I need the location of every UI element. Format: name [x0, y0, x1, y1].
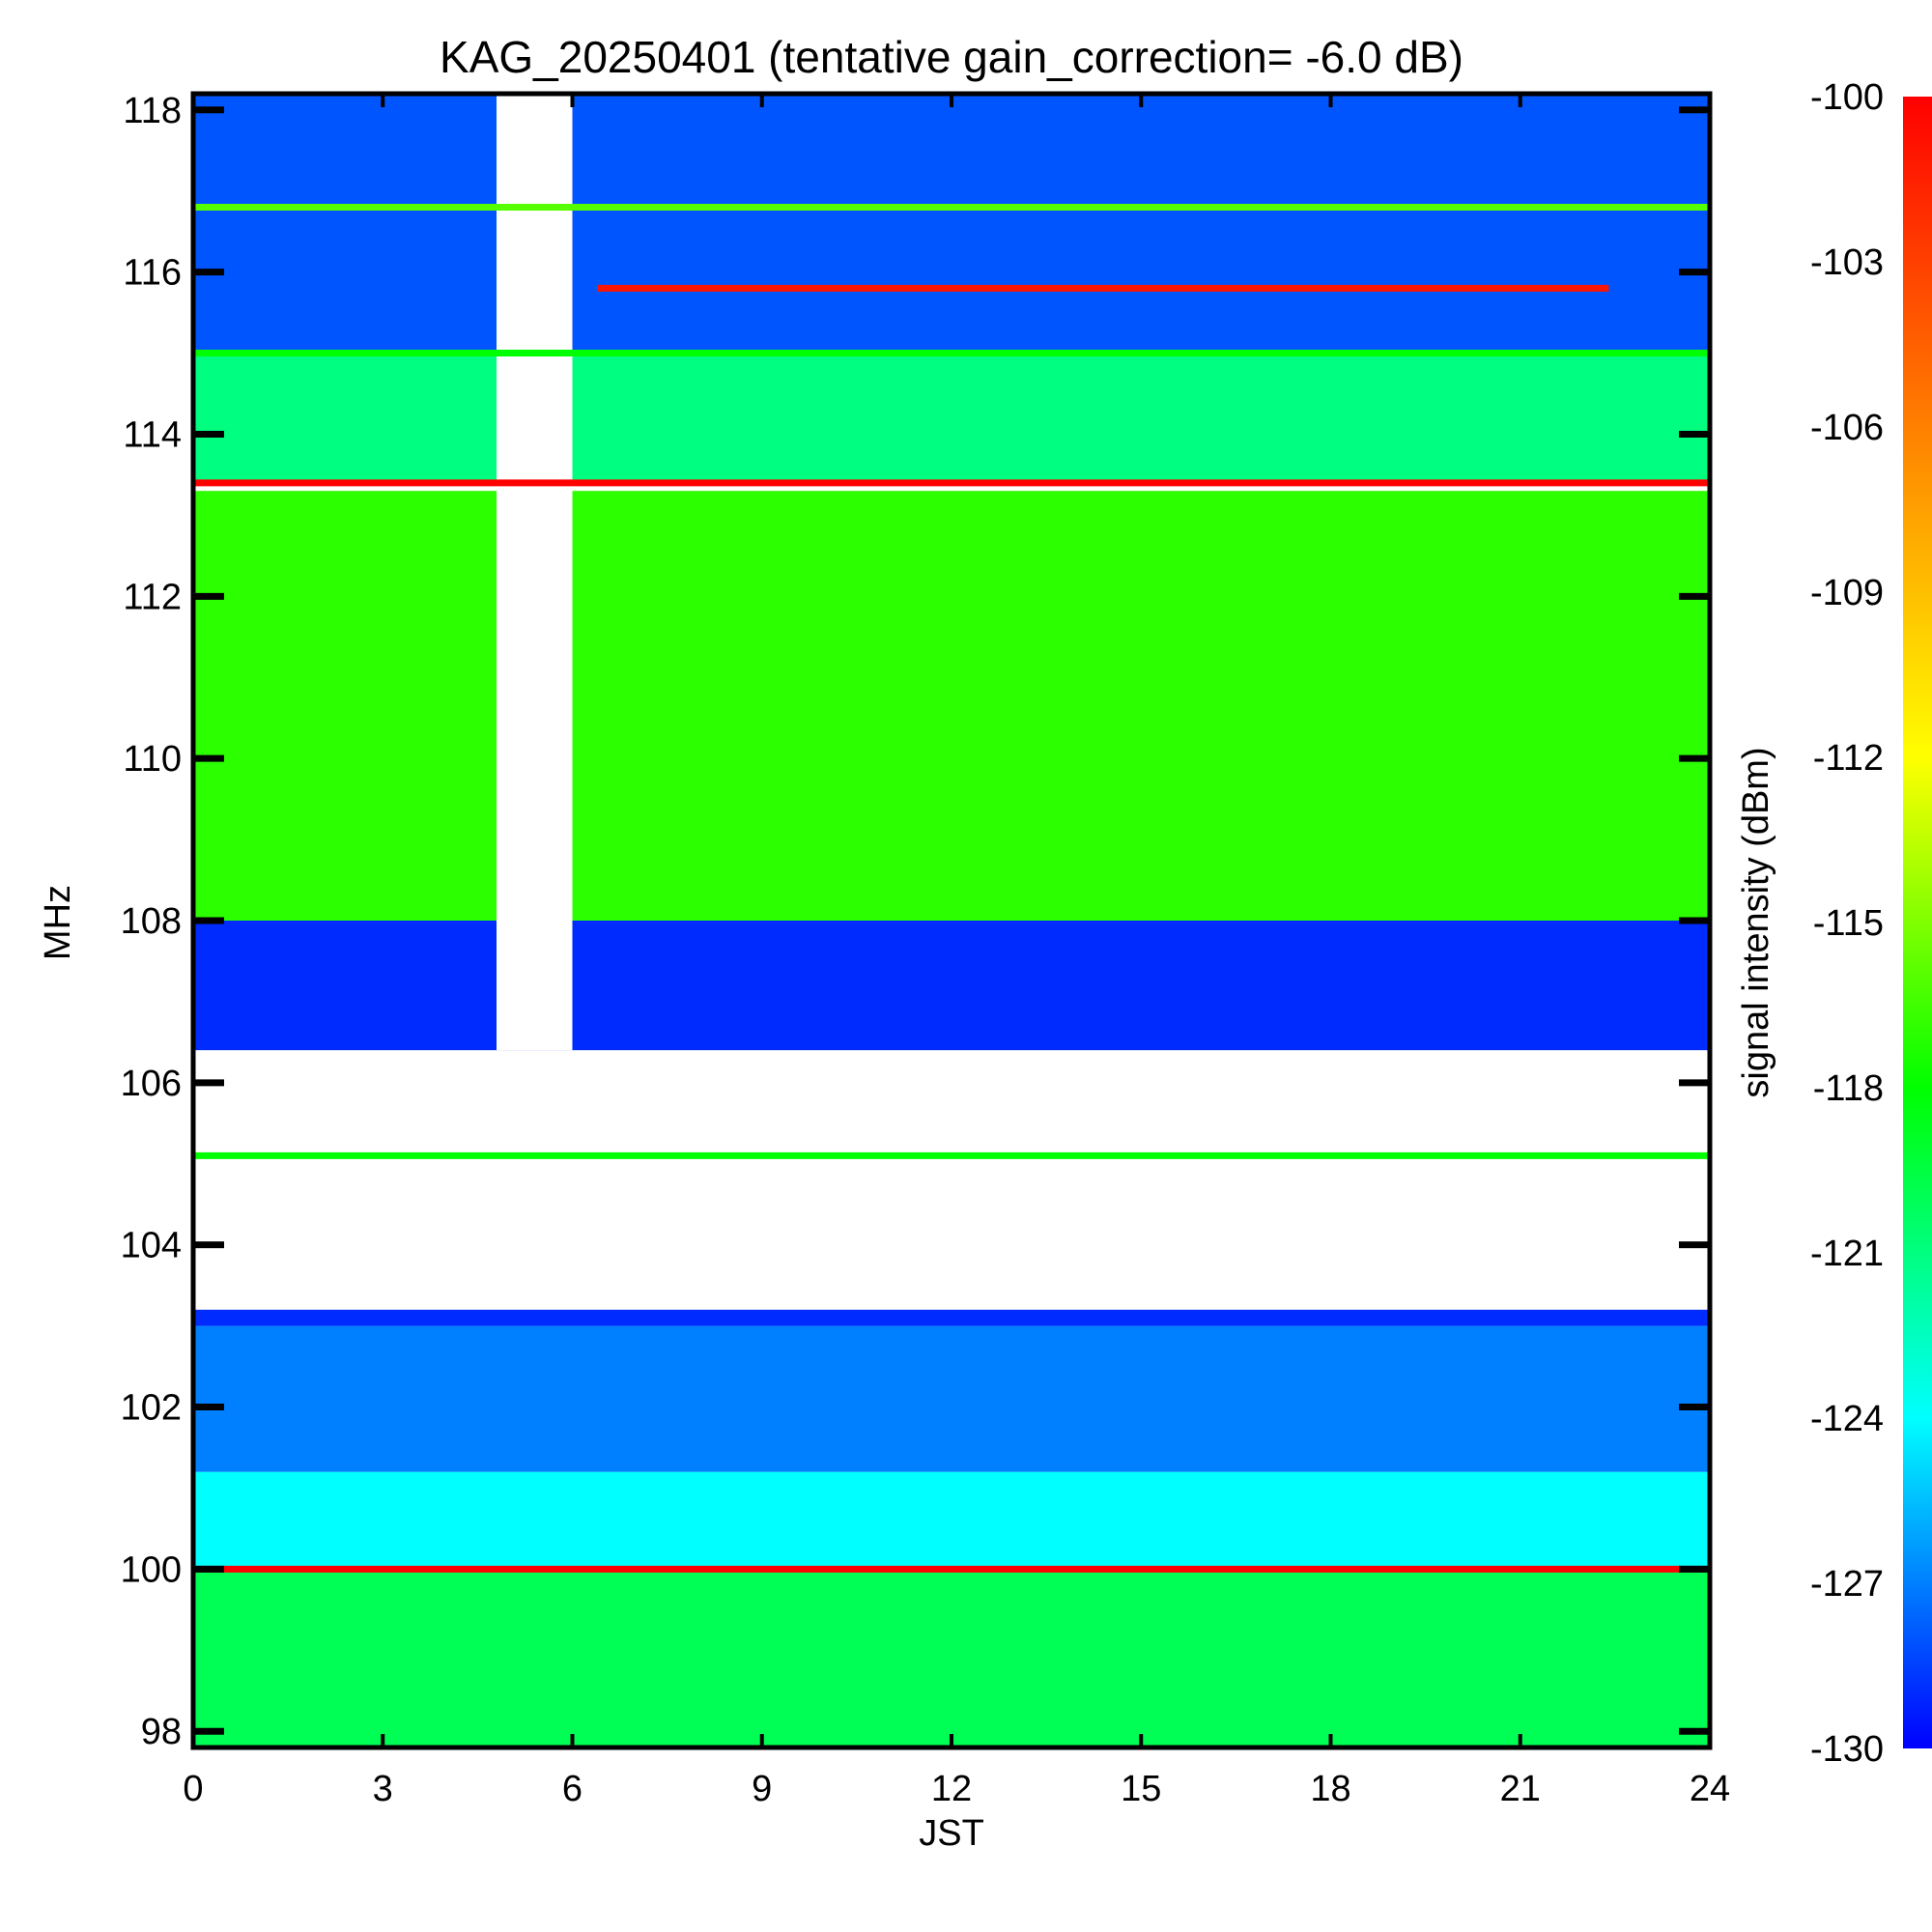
y-tick-label: 112: [123, 577, 182, 617]
colorbar-tick-label: -109: [1810, 573, 1884, 613]
colorbar-tick-label: -130: [1810, 1729, 1884, 1770]
y-tick-label: 100: [121, 1549, 182, 1590]
colorbar-tick-label: -106: [1810, 408, 1884, 448]
heatmap-area: [193, 94, 1710, 1747]
colorbar-tick-label: -100: [1810, 77, 1884, 118]
y-tick-label: 110: [123, 739, 182, 780]
heatmap-region: [193, 1471, 1710, 1570]
colorbar-tick-label: -124: [1810, 1399, 1884, 1439]
heatmap-region: [193, 1569, 1710, 1747]
heatmap-gap: [193, 1050, 1710, 1302]
colorbar-ticks: -100 -103 -106 -109 -112 -115 -118 -121 -124 -127…: [1810, 77, 1884, 1770]
signal-lines: [193, 203, 1710, 1573]
colorbar-title: signal intensity (dBm): [1736, 747, 1776, 1097]
heatmap-region: [193, 1309, 1710, 1326]
x-tick-label: 21: [1500, 1769, 1541, 1809]
y-axis: 98 100 102 104 106 108 110 112 114 116 118: [121, 91, 1710, 1752]
y-tick-label: 104: [121, 1226, 182, 1266]
y-tick-label: 102: [121, 1388, 182, 1429]
y-tick-label: 116: [123, 253, 182, 294]
y-tick-label: 114: [123, 414, 182, 455]
colorbar-tick-label: -103: [1810, 242, 1884, 283]
colorbar: [1903, 97, 1932, 1748]
x-tick-label: 12: [931, 1769, 972, 1809]
heatmap-region: [193, 353, 1710, 483]
x-tick-label: 18: [1310, 1769, 1350, 1809]
heatmap-region: [193, 491, 1710, 921]
y-tick-label: 98: [141, 1712, 182, 1752]
x-tick-label: 24: [1690, 1769, 1730, 1809]
colorbar-tick-label: -118: [1813, 1068, 1884, 1109]
x-tick-label: 0: [183, 1769, 203, 1809]
heatmap-region: [193, 1325, 1710, 1472]
x-tick-label: 6: [562, 1769, 582, 1809]
y-tick-label: 108: [121, 901, 182, 942]
heatmap-region: [193, 921, 1710, 1051]
chart-title: KAG_20250401 (tentative gain_correction=…: [440, 32, 1463, 82]
y-tick-label: 118: [123, 91, 182, 131]
colorbar-tick-label: -112: [1813, 738, 1884, 779]
x-tick-label: 15: [1121, 1769, 1161, 1809]
y-axis-title: MHz: [38, 885, 78, 960]
colorbar-tick-label: -121: [1810, 1234, 1884, 1274]
y-tick-label: 106: [121, 1064, 182, 1104]
heatmap-gap: [497, 94, 573, 1051]
x-axis-title: JST: [919, 1813, 984, 1854]
colorbar-tick-label: -127: [1810, 1564, 1884, 1605]
x-tick-label: 3: [373, 1769, 393, 1809]
heatmap-region: [193, 94, 1710, 354]
x-axis: 0 3 6 9 12 15 18 21 24: [183, 94, 1730, 1809]
colorbar-tick-label: -115: [1813, 903, 1884, 944]
x-tick-label: 9: [752, 1769, 772, 1809]
